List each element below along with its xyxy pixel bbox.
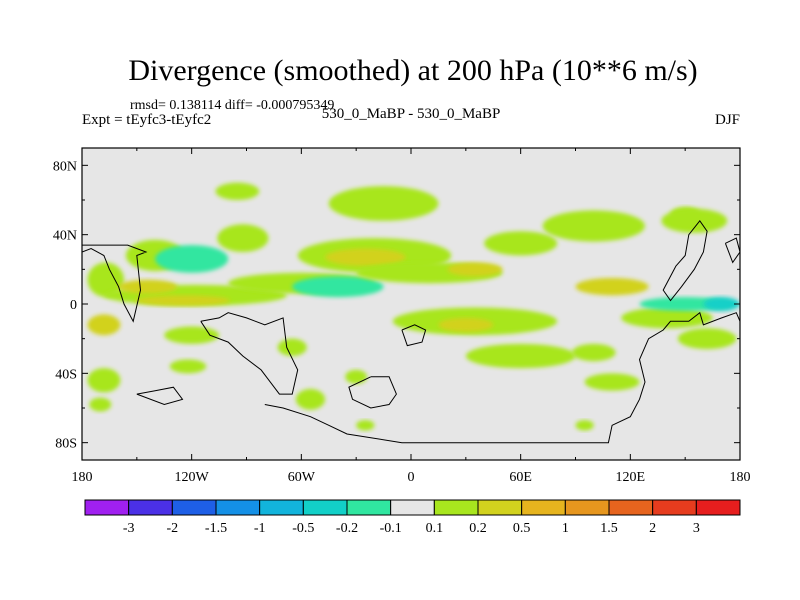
y-tick-label-3: 40S [55, 367, 77, 382]
colorbar-label-12: 2 [649, 521, 656, 536]
colorbar-swatch-6 [346, 499, 392, 516]
x-tick-label-4: 60E [509, 470, 532, 485]
divergence-region-32 [621, 307, 713, 329]
x-tick-label-1: 120W [175, 470, 210, 485]
colorbar-label-4: -0.5 [292, 521, 314, 536]
colorbar-swatch-13 [652, 499, 697, 516]
colorbar-label-5: -0.2 [336, 521, 358, 536]
divergence-region-14 [277, 338, 307, 357]
divergence-region-28 [438, 317, 494, 332]
colorbar: -3 -2 -1.5 -1 -0.5 -0.2 -0.1 0.1 0.2 0.5 1 1.5 2 3 [84, 499, 741, 536]
coastline-6 [724, 237, 740, 264]
colorbar-swatch-1 [128, 499, 173, 516]
colorbar-label-11: 1.5 [600, 521, 618, 536]
divergence-region-36 [575, 278, 649, 296]
colorbar-swatch-14 [695, 499, 741, 516]
colorbar-label-7: 0.1 [426, 521, 444, 536]
case-label: 530_0_MaBP - 530_0_MaBP [322, 106, 501, 122]
divergence-region-33 [677, 328, 737, 350]
colorbar-label-6: -0.1 [380, 521, 402, 536]
colorbar-swatch-10 [521, 499, 566, 516]
colorbar-swatch-11 [564, 499, 610, 516]
colorbar-swatch-7 [390, 499, 435, 516]
colorbar-swatch-12 [608, 499, 654, 516]
x-tick-label-2: 60W [288, 470, 316, 485]
y-tick-label-4: 80S [55, 437, 77, 452]
coastline-0 [82, 244, 148, 323]
coastline-4 [401, 324, 427, 347]
y-axis: 80N 40N 0 40S 80S [53, 159, 740, 452]
x-axis: 180 120W 60W 0 60E 120E 180 [72, 148, 751, 485]
divergence-region-16 [345, 369, 368, 384]
divergence-region-38 [356, 420, 375, 431]
divergence-region-23 [484, 231, 558, 256]
colorbar-swatch-8 [433, 499, 479, 516]
coastline-3 [348, 376, 397, 409]
divergence-region-5 [155, 245, 229, 273]
experiment-label: Expt = tEyfc3-tEyfc2 [82, 112, 211, 128]
season-label: DJF [715, 112, 740, 128]
colorbar-swatch-9 [477, 499, 523, 516]
divergence-region-37 [575, 420, 594, 431]
colorbar-swatch-0 [84, 499, 130, 516]
divergence-region-19 [325, 248, 406, 266]
divergence-region-35 [703, 297, 740, 311]
divergence-region-12 [164, 326, 220, 344]
x-tick-label-6: 180 [730, 470, 751, 485]
colorbar-label-1: -2 [166, 521, 178, 536]
divergence-region-30 [571, 343, 616, 362]
coastline-1 [200, 312, 299, 395]
coastline-2 [264, 311, 740, 444]
chart-title: Divergence (smoothed) at 200 hPa (10**6 … [128, 54, 697, 87]
colorbar-swatch-3 [215, 499, 261, 516]
colorbar-label-9: 0.5 [513, 521, 531, 536]
divergence-field [87, 182, 740, 431]
colorbar-label-0: -3 [123, 521, 135, 536]
coastline-7 [136, 386, 184, 406]
divergence-region-21 [447, 262, 503, 277]
divergence-region-26 [661, 208, 728, 233]
x-tick-label-5: 120E [616, 470, 646, 485]
coastline-5 [662, 219, 708, 302]
divergence-region-22 [215, 182, 260, 200]
colorbar-swatch-5 [302, 499, 348, 516]
divergence-region-3 [89, 397, 112, 412]
divergence-region-0 [87, 262, 125, 298]
y-tick-label-1: 40N [53, 229, 77, 244]
x-tick-label-0: 180 [72, 470, 93, 485]
coastlines [82, 219, 740, 444]
divergence-region-31 [584, 373, 640, 391]
y-tick-label-0: 80N [53, 159, 77, 174]
colorbar-swatch-2 [171, 499, 217, 516]
divergence-region-6 [217, 224, 269, 252]
divergence-region-11 [292, 276, 384, 298]
divergence-region-17 [328, 186, 439, 221]
colorbar-swatch-4 [259, 499, 304, 516]
colorbar-label-8: 0.2 [469, 521, 487, 536]
stats-label: rmsd= 0.138114 diff= -0.000795349 [130, 98, 334, 113]
colorbar-label-13: 3 [693, 521, 700, 536]
divergence-region-2 [87, 368, 121, 393]
divergence-region-1 [87, 314, 121, 336]
colorbar-label-2: -1.5 [205, 521, 227, 536]
divergence-region-9 [118, 279, 178, 294]
divergence-region-13 [169, 359, 207, 374]
divergence-region-24 [542, 210, 645, 242]
colorbar-label-10: 1 [562, 521, 569, 536]
divergence-region-15 [295, 388, 326, 410]
y-tick-label-2: 0 [70, 298, 77, 313]
divergence-region-29 [465, 343, 576, 369]
colorbar-label-3: -1 [254, 521, 266, 536]
x-tick-label-3: 0 [408, 470, 415, 485]
divergence-region-8 [135, 295, 231, 306]
